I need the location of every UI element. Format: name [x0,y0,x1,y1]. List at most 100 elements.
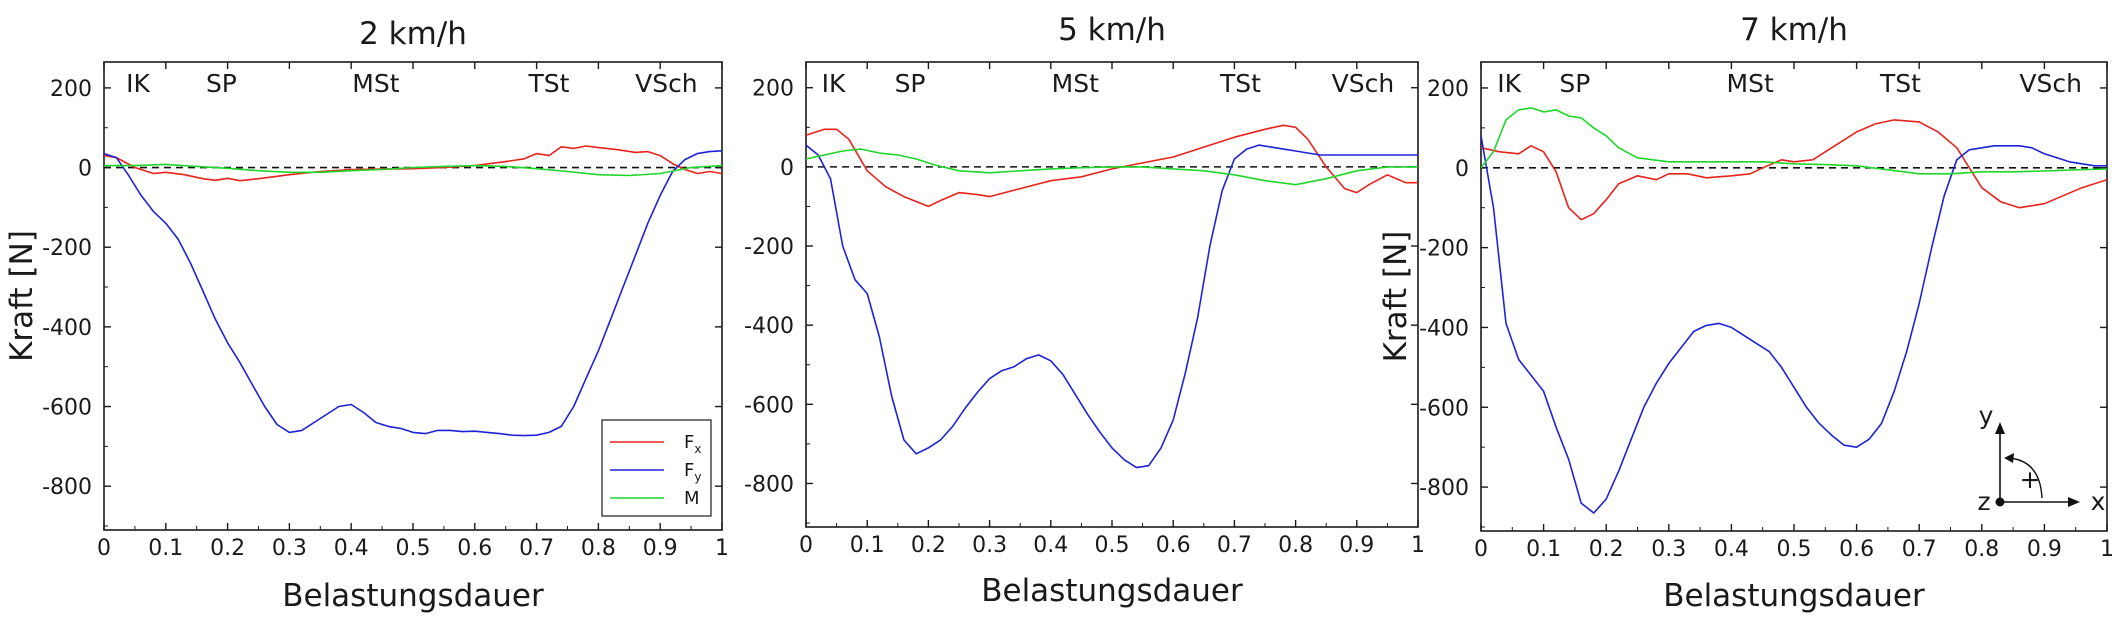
series-line-fx [806,124,1418,208]
x-axis-label: Belastungsdauer [1663,578,1925,614]
x-axis-label: Belastungsdauer [282,578,544,614]
legend-label-m: M [684,488,700,509]
series-line-fy [1481,135,2107,514]
series-line-m [104,163,722,177]
x-tick-label: 0.3 [1651,537,1686,562]
x-tick-label: 0.5 [1095,533,1130,558]
x-tick-label: 0.6 [1156,533,1191,558]
phase-label-tst: TSt [1219,69,1261,98]
legend: Fx Fy M [601,419,712,517]
x-tick-label: 0.7 [1217,533,1252,558]
x-tick-label: 0.1 [148,536,183,561]
z-axis-dot [1995,497,2005,507]
x-tick-label: 0 [97,536,111,561]
y-tick-label: -200 [1419,237,1469,262]
x-tick-label: 0.9 [1339,533,1374,558]
series-line-fy [806,144,1418,469]
phase-label-tst: TSt [1879,69,1921,98]
phase-label-ik: IK [1497,69,1521,98]
y-tick-label: -600 [744,393,794,418]
y-tick-label: -400 [744,314,794,339]
x-tick-label: 0.5 [1777,537,1812,562]
chart-panel-2: 5 km/h 0 0.1 0.2 0.3 0.4 0.5 0.6 0.7 0.8 0.9 1 200 0 -… [744,12,1425,609]
y-axis-label: Kraft [N] [1378,231,1414,363]
phase-label-ik: IK [126,69,150,98]
series-line-fy [104,150,722,437]
x-tick-label: 0.9 [643,536,678,561]
rotation-arrow-head [2004,453,2014,463]
x-tick-label: 0.7 [1902,537,1937,562]
y-arrow-head [1995,422,2005,434]
x-tick-label: 0.2 [210,536,245,561]
phase-label-mst: MSt [352,69,399,98]
y-tick-label: -400 [42,316,92,341]
y-tick-label: 0 [1455,157,1469,182]
x-tick-label: 0.1 [1526,537,1561,562]
phase-label-sp: SP [895,69,926,98]
series-line-m [806,148,1418,186]
y-tick-label: -800 [744,472,794,497]
x-tick-label: 0.8 [1964,537,1999,562]
rotation-arc [2007,457,2043,499]
x-tick-label: 1 [715,536,729,561]
x-arrow-head [2068,497,2080,507]
y-tick-label: 0 [78,157,92,182]
phase-label-sp: SP [1559,69,1590,98]
y-tick-label: -200 [744,235,794,260]
phase-label-tst: TSt [527,69,569,98]
chart-title: 2 km/h [359,16,467,52]
phase-label-ik: IK [822,69,846,98]
y-axis-label: Kraft [N] [4,230,40,362]
x-tick-label: 0.5 [396,536,431,561]
phase-label-sp: SP [206,69,237,98]
x-tick-label: 1 [1411,533,1425,558]
chart-panel-3: 7 km/h 0 0.1 0.2 0.3 0.4 0.5 0.6 0.7 0.8 0.9 1 200 0 -… [1378,12,2114,614]
y-tick-label: -400 [1419,316,1469,341]
chart-title: 7 km/h [1740,12,1848,48]
series-line-fx [1481,119,2107,221]
coord-z-label: z [1977,487,1990,516]
coordinate-system-icon: y x z + [1977,401,2105,516]
phase-label-vsch: VSch [635,69,698,98]
y-tick-label: 200 [752,77,794,102]
chart-title: 5 km/h [1058,12,1166,48]
x-tick-label: 0.6 [457,536,492,561]
x-tick-label: 0.3 [972,533,1007,558]
x-tick-label: 0 [799,533,813,558]
legend-label-fx: Fx [684,432,701,456]
y-tick-label: 0 [780,156,794,181]
rotation-sign: + [2020,465,2041,494]
x-tick-label: 0.4 [334,536,369,561]
x-tick-label: 0.8 [1278,533,1313,558]
x-tick-label: 0 [1474,537,1488,562]
phase-label-vsch: VSch [2019,69,2082,98]
y-tick-label: 200 [50,77,92,102]
x-tick-label: 0.2 [1589,537,1624,562]
x-tick-label: 1 [2100,537,2114,562]
x-tick-label: 0.7 [519,536,554,561]
x-tick-label: 0.4 [1714,537,1749,562]
x-tick-label: 0.3 [272,536,307,561]
phase-label-vsch: VSch [1332,69,1395,98]
y-tick-label: -800 [1419,476,1469,501]
phase-label-mst: MSt [1052,69,1099,98]
plot-frame [805,61,1419,528]
x-tick-label: 0.8 [581,536,616,561]
x-tick-label: 0.2 [911,533,946,558]
x-axis-label: Belastungsdauer [981,573,1243,609]
x-tick-label: 0.4 [1033,533,1068,558]
chart-panel-1: 2 km/h 0 0.1 0.2 0.3 0.4 0.5 0.6 0.7 0.8 0.9 1 200 0 -… [4,16,729,614]
x-tick-label: 0.1 [850,533,885,558]
y-tick-label: 200 [1427,77,1469,102]
phase-label-mst: MSt [1727,69,1774,98]
coord-y-label: y [1979,401,1994,430]
x-tick-label: 0.9 [2027,537,2062,562]
x-tick-label: 0.6 [1839,537,1874,562]
y-tick-label: -800 [42,475,92,500]
series-line-m [1481,107,2107,175]
coord-x-label: x [2091,487,2106,516]
y-tick-label: -200 [42,236,92,261]
y-tick-label: -600 [1419,396,1469,421]
legend-label-fy: Fy [684,460,701,484]
